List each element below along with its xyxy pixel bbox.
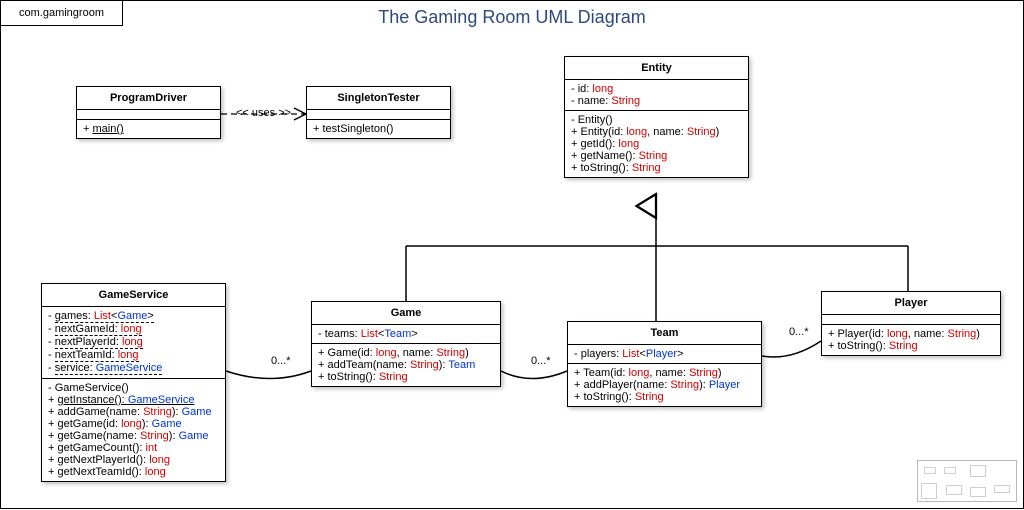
minimap	[917, 460, 1017, 502]
attribute-line: - service: GameService	[48, 362, 219, 375]
operation-line: + addPlayer(name: String): Player	[574, 379, 755, 391]
attribute-line: - id: long	[571, 83, 742, 95]
class-operations: + Player(id: long, name: String)+ toStri…	[822, 324, 1000, 355]
class-name: Game	[312, 302, 500, 324]
class-Entity: Entity- id: long- name: String- Entity()…	[564, 56, 749, 178]
class-ProgramDriver: ProgramDriver + main()	[76, 86, 221, 139]
package-tab: com.gamingroom	[0, 0, 123, 26]
operation-line: + Entity(id: long, name: String)	[571, 126, 742, 138]
multiplicity-label: 0...*	[271, 355, 291, 367]
class-name: Player	[822, 292, 1000, 314]
operation-line: + addGame(name: String): Game	[48, 406, 219, 418]
class-name: ProgramDriver	[77, 87, 220, 109]
operation-line: + toString(): String	[571, 162, 742, 174]
multiplicity-label: 0...*	[531, 355, 551, 367]
class-attributes	[77, 109, 220, 119]
class-Player: Player + Player(id: long, name: String)+ …	[821, 291, 1001, 356]
class-name: Entity	[565, 57, 748, 79]
class-operations: - GameService()+ getInstance(): GameServ…	[42, 378, 225, 481]
attribute-line: - teams: List<Team>	[318, 328, 494, 340]
operation-line: + getId(): long	[571, 138, 742, 150]
operation-line: + getGame(id: long): Game	[48, 418, 219, 430]
class-name: SingletonTester	[307, 87, 450, 109]
operation-line: + toString(): String	[574, 391, 755, 403]
class-name: GameService	[42, 284, 225, 306]
operation-line: - GameService()	[48, 382, 219, 394]
class-attributes: - games: List<Game>- nextGameId: long- n…	[42, 306, 225, 378]
multiplicity-label: 0...*	[789, 326, 809, 338]
operation-line: + getGame(name: String): Game	[48, 430, 219, 442]
class-attributes: - teams: List<Team>	[312, 324, 500, 343]
operation-line: + Game(id: long, name: String)	[318, 347, 494, 359]
class-attributes: - id: long- name: String	[565, 79, 748, 110]
class-Game: Game - teams: List<Team> + Game(id: long, …	[311, 301, 501, 387]
class-attributes	[307, 109, 450, 119]
attribute-line: - nextTeamId: long	[48, 349, 219, 362]
class-name: Team	[568, 322, 761, 344]
operation-line: - Entity()	[571, 114, 742, 126]
operation-line: + toString(): String	[828, 340, 994, 352]
operation-line: + main()	[83, 123, 214, 135]
operation-line: + addTeam(name: String): Team	[318, 359, 494, 371]
class-GameService: GameService- games: List<Game>- nextGame…	[41, 283, 226, 482]
class-Team: Team - players: List<Player> + Team(id: lo…	[567, 321, 762, 407]
operation-line: + getGameCount(): int	[48, 442, 219, 454]
attribute-line: - games: List<Game>	[48, 310, 219, 323]
operation-line: + getInstance(): GameService	[48, 394, 219, 406]
class-operations: + Game(id: long, name: String)+ addTeam(…	[312, 343, 500, 386]
class-SingletonTester: SingletonTester + testSingleton()	[306, 86, 451, 139]
operation-line: + getNextPlayerId(): long	[48, 454, 219, 466]
operation-line: + testSingleton()	[313, 123, 444, 135]
class-attributes	[822, 314, 1000, 324]
operation-line: + getNextTeamId(): long	[48, 466, 219, 478]
attribute-line: - nextGameId: long	[48, 323, 219, 336]
class-attributes: - players: List<Player>	[568, 344, 761, 363]
diagram-title: The Gaming Room UML Diagram	[1, 7, 1023, 28]
diagram-canvas: com.gamingroom The Gaming Room UML Diagr…	[0, 0, 1024, 509]
class-operations: + testSingleton()	[307, 119, 450, 138]
class-operations: + Team(id: long, name: String)+ addPlaye…	[568, 363, 761, 406]
class-operations: + main()	[77, 119, 220, 138]
attribute-line: - name: String	[571, 95, 742, 107]
operation-line: + Team(id: long, name: String)	[574, 367, 755, 379]
operation-line: + getName(): String	[571, 150, 742, 162]
operation-line: + Player(id: long, name: String)	[828, 328, 994, 340]
attribute-line: - nextPlayerId: long	[48, 336, 219, 349]
uses-label: << uses >>	[236, 107, 291, 119]
attribute-line: - players: List<Player>	[574, 348, 755, 360]
operation-line: + toString(): String	[318, 371, 494, 383]
class-operations: - Entity()+ Entity(id: long, name: Strin…	[565, 110, 748, 177]
